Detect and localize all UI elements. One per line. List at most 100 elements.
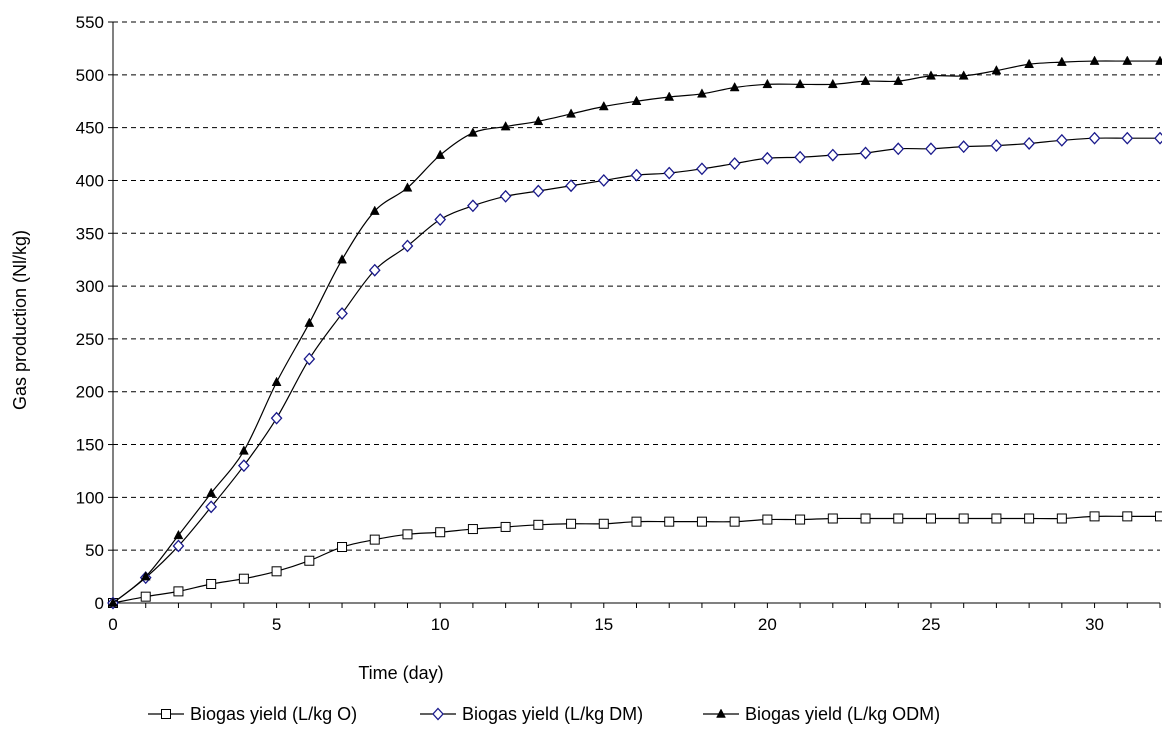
- data-point: [499, 189, 512, 203]
- legend-marker: [716, 708, 726, 718]
- y-tick-label: 500: [76, 66, 104, 85]
- data-point: [991, 65, 1002, 75]
- data-point: [762, 514, 773, 525]
- data-point: [957, 140, 970, 154]
- data-point: [108, 597, 118, 607]
- legend-item: Biogas yield (L/kg O): [148, 704, 357, 724]
- data-point: [697, 88, 707, 98]
- data-point: [926, 70, 936, 80]
- data-point: [826, 148, 839, 162]
- y-tick-label: 50: [85, 541, 104, 560]
- series-2: [107, 131, 1162, 610]
- data-point: [729, 516, 740, 527]
- data-point: [631, 516, 642, 527]
- x-tick-label: 20: [758, 615, 777, 634]
- x-tick-label: 15: [594, 615, 613, 634]
- data-point: [1121, 131, 1134, 145]
- data-point: [206, 578, 217, 589]
- legend-label: Biogas yield (L/kg DM): [462, 704, 643, 724]
- data-point: [172, 539, 185, 553]
- data-point: [827, 78, 838, 89]
- data-point: [827, 513, 838, 524]
- data-point: [238, 573, 249, 584]
- series-line: [112, 515, 1160, 604]
- y-axis-label: Gas production (Nl/kg): [10, 230, 30, 410]
- data-point: [533, 519, 544, 530]
- data-point: [958, 513, 969, 524]
- data-point: [369, 534, 380, 545]
- x-tick-labels: 0 5 10 15 20 25 30: [108, 615, 1104, 634]
- data-point: [205, 500, 218, 514]
- y-tick-label: 300: [76, 277, 104, 296]
- data-point: [532, 184, 545, 198]
- legend: Biogas yield (L/kg O) Biogas yield (L/kg …: [148, 704, 940, 724]
- data-point: [337, 542, 348, 553]
- data-point: [238, 445, 249, 455]
- data-point: [304, 555, 315, 566]
- data-point: [795, 514, 806, 525]
- data-point: [958, 70, 969, 80]
- y-tick-label: 150: [76, 436, 104, 455]
- data-point: [303, 352, 316, 366]
- data-point: [893, 75, 904, 85]
- y-tick-label: 250: [76, 330, 104, 349]
- data-point: [860, 513, 871, 524]
- data-point: [729, 81, 740, 92]
- y-tick-label: 100: [76, 488, 104, 507]
- data-point: [1155, 55, 1162, 65]
- data-point: [140, 571, 151, 581]
- series-group: [107, 55, 1162, 610]
- data-point: [598, 518, 609, 529]
- data-point: [696, 516, 707, 527]
- data-point: [500, 121, 511, 131]
- data-point: [1122, 511, 1133, 522]
- y-tick-label: 0: [95, 594, 104, 613]
- y-tick-label: 400: [76, 171, 104, 190]
- y-tick-labels: 0 50 100 150 200 250 300 350 400 450 500 550: [76, 13, 104, 613]
- data-point: [566, 518, 577, 529]
- data-point: [336, 307, 348, 321]
- data-point: [467, 199, 479, 213]
- data-point: [663, 166, 676, 180]
- data-point: [1154, 131, 1162, 145]
- data-point: [401, 239, 414, 253]
- data-point: [859, 146, 872, 160]
- data-point: [597, 173, 610, 187]
- data-point: [173, 586, 184, 597]
- x-tick-label: 0: [108, 615, 117, 634]
- data-point: [893, 513, 904, 524]
- data-point: [1024, 58, 1035, 69]
- data-point: [271, 376, 282, 386]
- data-point: [402, 529, 413, 540]
- data-point: [728, 157, 741, 171]
- data-point: [631, 95, 642, 105]
- data-point: [598, 100, 609, 111]
- data-point: [566, 108, 576, 118]
- y-tick-label: 450: [76, 119, 104, 138]
- data-point: [500, 521, 511, 532]
- data-point: [1122, 55, 1133, 65]
- data-point: [435, 149, 446, 159]
- series-3: [108, 55, 1162, 607]
- data-point: [630, 168, 643, 182]
- x-tick-label: 5: [272, 615, 281, 634]
- axes: [108, 21, 1161, 608]
- data-point: [140, 591, 151, 602]
- data-point: [762, 78, 773, 89]
- data-point: [1089, 511, 1100, 522]
- data-point: [206, 487, 217, 497]
- data-point: [1055, 133, 1068, 147]
- data-point: [369, 205, 380, 215]
- legend-item: Biogas yield (L/kg ODM): [703, 704, 940, 724]
- legend-marker: [432, 707, 444, 721]
- series-line: [112, 137, 1160, 604]
- legend-marker: [161, 709, 171, 719]
- data-point: [435, 527, 446, 538]
- data-point: [271, 566, 282, 577]
- data-point: [565, 179, 577, 193]
- data-point: [795, 78, 806, 89]
- data-point: [1088, 131, 1101, 145]
- data-point: [892, 142, 905, 156]
- data-point: [368, 263, 381, 277]
